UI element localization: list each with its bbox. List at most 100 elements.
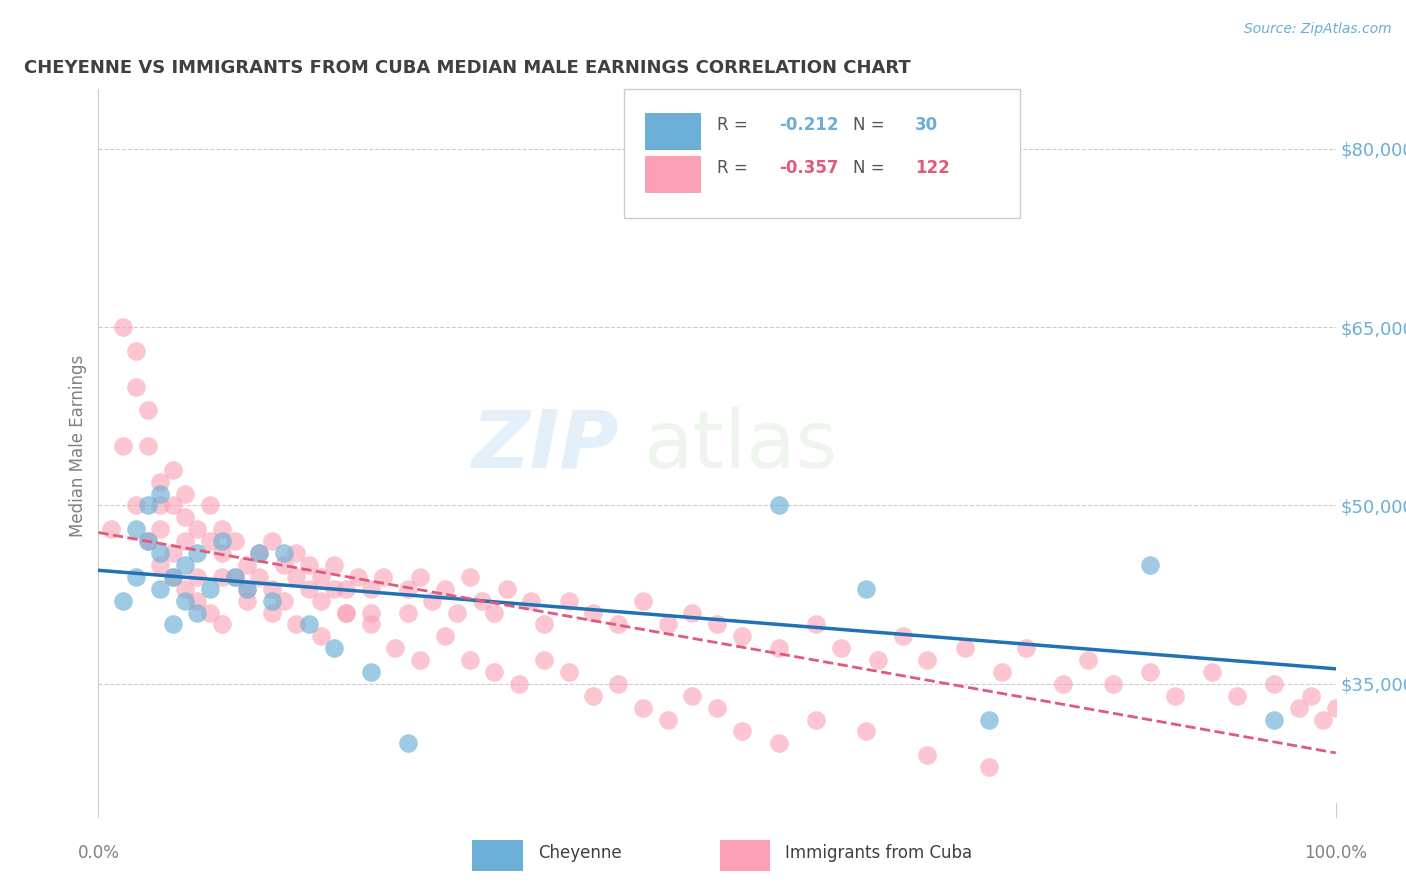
Point <box>149 582 172 596</box>
Point <box>557 665 579 679</box>
Point <box>260 534 283 549</box>
Point <box>446 606 468 620</box>
Point <box>149 475 172 489</box>
Point <box>149 546 172 560</box>
Point <box>855 724 877 739</box>
Point <box>285 570 308 584</box>
Point <box>360 582 382 596</box>
Point <box>458 653 481 667</box>
Point <box>768 499 790 513</box>
Point <box>136 439 159 453</box>
Point <box>273 546 295 560</box>
Text: ZIP: ZIP <box>471 407 619 485</box>
Point <box>298 558 321 572</box>
Point <box>149 558 172 572</box>
Point <box>211 534 233 549</box>
Point <box>247 570 270 584</box>
Point <box>657 713 679 727</box>
Text: CHEYENNE VS IMMIGRANTS FROM CUBA MEDIAN MALE EARNINGS CORRELATION CHART: CHEYENNE VS IMMIGRANTS FROM CUBA MEDIAN … <box>24 59 911 77</box>
Point <box>112 439 135 453</box>
Text: Cheyenne: Cheyenne <box>537 844 621 862</box>
Text: 30: 30 <box>915 116 938 134</box>
Point <box>124 499 146 513</box>
Point <box>162 546 184 560</box>
Point <box>360 665 382 679</box>
Point <box>211 522 233 536</box>
Text: R =: R = <box>717 159 748 177</box>
Point <box>657 617 679 632</box>
Point <box>309 570 332 584</box>
Point <box>174 582 197 596</box>
Point <box>1263 713 1285 727</box>
Point <box>607 617 630 632</box>
Y-axis label: Median Male Earnings: Median Male Earnings <box>69 355 87 537</box>
Point <box>149 522 172 536</box>
Point <box>433 582 456 596</box>
Point <box>260 593 283 607</box>
Point <box>768 736 790 750</box>
Point <box>917 748 939 763</box>
Point <box>804 617 827 632</box>
Point <box>582 689 605 703</box>
Point <box>409 653 432 667</box>
Point <box>198 606 221 620</box>
Point <box>162 570 184 584</box>
Text: Source: ZipAtlas.com: Source: ZipAtlas.com <box>1244 22 1392 37</box>
Point <box>298 617 321 632</box>
Point <box>830 641 852 656</box>
Point <box>1139 558 1161 572</box>
Point <box>174 510 197 524</box>
Point <box>533 653 555 667</box>
Point <box>768 641 790 656</box>
Point <box>582 606 605 620</box>
Point <box>124 570 146 584</box>
Point <box>335 606 357 620</box>
Point <box>484 665 506 679</box>
Text: 0.0%: 0.0% <box>77 845 120 863</box>
Point <box>557 593 579 607</box>
Point <box>298 582 321 596</box>
Point <box>1312 713 1334 727</box>
Point <box>396 736 419 750</box>
Point <box>236 582 259 596</box>
Point <box>1015 641 1038 656</box>
Text: 100.0%: 100.0% <box>1305 845 1367 863</box>
Point <box>260 582 283 596</box>
Text: -0.357: -0.357 <box>779 159 838 177</box>
Point <box>1226 689 1249 703</box>
Point <box>211 546 233 560</box>
Point <box>247 546 270 560</box>
Point <box>186 546 208 560</box>
Point <box>409 570 432 584</box>
Point <box>495 582 517 596</box>
Point <box>396 582 419 596</box>
Point <box>224 570 246 584</box>
Point <box>273 593 295 607</box>
Point <box>1324 700 1347 714</box>
Point <box>1052 677 1074 691</box>
Point <box>866 653 889 667</box>
Point <box>433 629 456 643</box>
Point <box>335 606 357 620</box>
Point <box>1263 677 1285 691</box>
Point <box>186 606 208 620</box>
Text: Immigrants from Cuba: Immigrants from Cuba <box>785 844 972 862</box>
Point <box>631 593 654 607</box>
Point <box>979 713 1001 727</box>
Point <box>471 593 494 607</box>
Point <box>309 629 332 643</box>
FancyBboxPatch shape <box>645 112 702 150</box>
Point <box>309 593 332 607</box>
Point <box>273 558 295 572</box>
Point <box>396 606 419 620</box>
Point <box>198 534 221 549</box>
Point <box>347 570 370 584</box>
Point <box>1077 653 1099 667</box>
Point <box>731 629 754 643</box>
Point <box>1164 689 1187 703</box>
Point <box>533 617 555 632</box>
Point <box>508 677 530 691</box>
Point <box>162 463 184 477</box>
Point <box>855 582 877 596</box>
Point <box>706 700 728 714</box>
